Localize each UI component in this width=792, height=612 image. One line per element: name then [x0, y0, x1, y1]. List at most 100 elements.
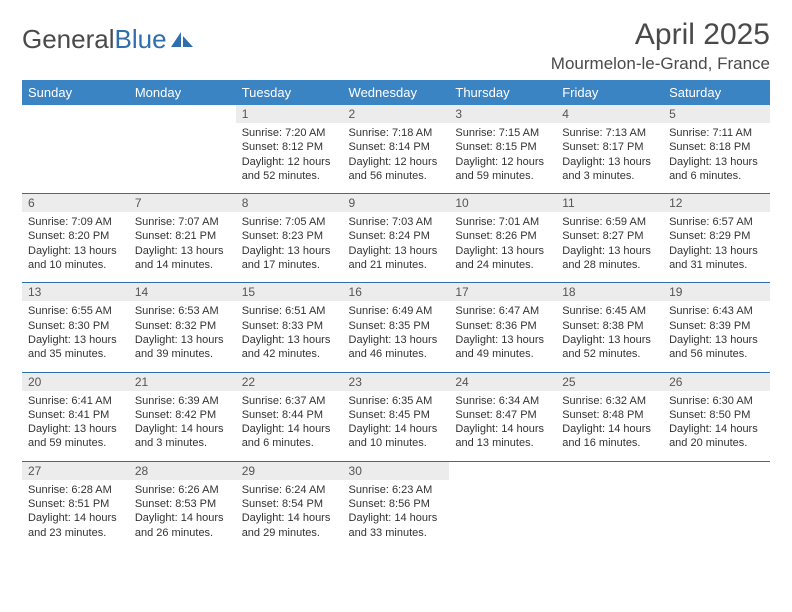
daylight-line: Daylight: 14 hours and 16 minutes.	[562, 422, 657, 451]
col-wednesday: Wednesday	[343, 80, 450, 105]
daylight-line: Daylight: 13 hours and 28 minutes.	[562, 244, 657, 273]
day-cell: 22Sunrise: 6:37 AMSunset: 8:44 PMDayligh…	[236, 372, 343, 461]
daylight-line: Daylight: 13 hours and 24 minutes.	[455, 244, 550, 273]
daylight-line: Daylight: 13 hours and 14 minutes.	[135, 244, 230, 273]
day-cell: 16Sunrise: 6:49 AMSunset: 8:35 PMDayligh…	[343, 283, 450, 372]
day-body: Sunrise: 6:47 AMSunset: 8:36 PMDaylight:…	[449, 301, 556, 371]
day-body: Sunrise: 7:20 AMSunset: 8:12 PMDaylight:…	[236, 123, 343, 193]
day-body: Sunrise: 7:05 AMSunset: 8:23 PMDaylight:…	[236, 212, 343, 282]
sunrise-line: Sunrise: 6:49 AM	[349, 304, 444, 318]
sunset-line: Sunset: 8:50 PM	[669, 408, 764, 422]
day-cell: 8Sunrise: 7:05 AMSunset: 8:23 PMDaylight…	[236, 194, 343, 283]
sunset-line: Sunset: 8:35 PM	[349, 319, 444, 333]
day-cell: 27Sunrise: 6:28 AMSunset: 8:51 PMDayligh…	[22, 461, 129, 550]
day-number: 24	[449, 373, 556, 391]
day-cell: 28Sunrise: 6:26 AMSunset: 8:53 PMDayligh…	[129, 461, 236, 550]
day-cell: 30Sunrise: 6:23 AMSunset: 8:56 PMDayligh…	[343, 461, 450, 550]
sunrise-line: Sunrise: 7:05 AM	[242, 215, 337, 229]
sunset-line: Sunset: 8:47 PM	[455, 408, 550, 422]
calendar-table: Sunday Monday Tuesday Wednesday Thursday…	[22, 80, 770, 550]
day-number: 30	[343, 462, 450, 480]
day-cell: 7Sunrise: 7:07 AMSunset: 8:21 PMDaylight…	[129, 194, 236, 283]
day-number: 1	[236, 105, 343, 123]
day-cell: 15Sunrise: 6:51 AMSunset: 8:33 PMDayligh…	[236, 283, 343, 372]
day-number: 28	[129, 462, 236, 480]
day-cell: 9Sunrise: 7:03 AMSunset: 8:24 PMDaylight…	[343, 194, 450, 283]
day-cell: 18Sunrise: 6:45 AMSunset: 8:38 PMDayligh…	[556, 283, 663, 372]
day-cell: 26Sunrise: 6:30 AMSunset: 8:50 PMDayligh…	[663, 372, 770, 461]
week-row: 27Sunrise: 6:28 AMSunset: 8:51 PMDayligh…	[22, 461, 770, 550]
sunrise-line: Sunrise: 6:57 AM	[669, 215, 764, 229]
sunrise-line: Sunrise: 6:28 AM	[28, 483, 123, 497]
sunset-line: Sunset: 8:38 PM	[562, 319, 657, 333]
day-body: Sunrise: 6:45 AMSunset: 8:38 PMDaylight:…	[556, 301, 663, 371]
day-cell	[663, 461, 770, 550]
day-number: 21	[129, 373, 236, 391]
daylight-line: Daylight: 13 hours and 39 minutes.	[135, 333, 230, 362]
sunrise-line: Sunrise: 6:43 AM	[669, 304, 764, 318]
sunrise-line: Sunrise: 6:47 AM	[455, 304, 550, 318]
daylight-line: Daylight: 13 hours and 21 minutes.	[349, 244, 444, 273]
day-cell: 12Sunrise: 6:57 AMSunset: 8:29 PMDayligh…	[663, 194, 770, 283]
daylight-line: Daylight: 13 hours and 42 minutes.	[242, 333, 337, 362]
day-cell: 13Sunrise: 6:55 AMSunset: 8:30 PMDayligh…	[22, 283, 129, 372]
daylight-line: Daylight: 12 hours and 56 minutes.	[349, 155, 444, 184]
month-title: April 2025	[551, 18, 770, 52]
day-cell: 23Sunrise: 6:35 AMSunset: 8:45 PMDayligh…	[343, 372, 450, 461]
day-cell: 3Sunrise: 7:15 AMSunset: 8:15 PMDaylight…	[449, 105, 556, 194]
day-number: 20	[22, 373, 129, 391]
daylight-line: Daylight: 14 hours and 26 minutes.	[135, 511, 230, 540]
day-number: 8	[236, 194, 343, 212]
day-number: 10	[449, 194, 556, 212]
sunset-line: Sunset: 8:30 PM	[28, 319, 123, 333]
sunrise-line: Sunrise: 6:35 AM	[349, 394, 444, 408]
sunrise-line: Sunrise: 6:39 AM	[135, 394, 230, 408]
day-number: 14	[129, 283, 236, 301]
day-number: 5	[663, 105, 770, 123]
daylight-line: Daylight: 13 hours and 31 minutes.	[669, 244, 764, 273]
sunset-line: Sunset: 8:27 PM	[562, 229, 657, 243]
day-cell: 6Sunrise: 7:09 AMSunset: 8:20 PMDaylight…	[22, 194, 129, 283]
day-cell: 14Sunrise: 6:53 AMSunset: 8:32 PMDayligh…	[129, 283, 236, 372]
sunrise-line: Sunrise: 6:32 AM	[562, 394, 657, 408]
sunrise-line: Sunrise: 7:15 AM	[455, 126, 550, 140]
sunrise-line: Sunrise: 7:13 AM	[562, 126, 657, 140]
sunset-line: Sunset: 8:44 PM	[242, 408, 337, 422]
sunrise-line: Sunrise: 7:03 AM	[349, 215, 444, 229]
day-body	[556, 480, 663, 542]
sunset-line: Sunset: 8:53 PM	[135, 497, 230, 511]
day-number: 12	[663, 194, 770, 212]
day-body: Sunrise: 7:18 AMSunset: 8:14 PMDaylight:…	[343, 123, 450, 193]
day-cell: 29Sunrise: 6:24 AMSunset: 8:54 PMDayligh…	[236, 461, 343, 550]
day-body: Sunrise: 7:01 AMSunset: 8:26 PMDaylight:…	[449, 212, 556, 282]
sunrise-line: Sunrise: 6:26 AM	[135, 483, 230, 497]
daylight-line: Daylight: 14 hours and 20 minutes.	[669, 422, 764, 451]
day-body: Sunrise: 7:03 AMSunset: 8:24 PMDaylight:…	[343, 212, 450, 282]
daylight-line: Daylight: 12 hours and 52 minutes.	[242, 155, 337, 184]
sunrise-line: Sunrise: 7:18 AM	[349, 126, 444, 140]
day-body: Sunrise: 6:51 AMSunset: 8:33 PMDaylight:…	[236, 301, 343, 371]
sunset-line: Sunset: 8:14 PM	[349, 140, 444, 154]
location: Mourmelon-le-Grand, France	[551, 54, 770, 74]
sunset-line: Sunset: 8:54 PM	[242, 497, 337, 511]
day-body: Sunrise: 6:35 AMSunset: 8:45 PMDaylight:…	[343, 391, 450, 461]
sunset-line: Sunset: 8:21 PM	[135, 229, 230, 243]
sunset-line: Sunset: 8:24 PM	[349, 229, 444, 243]
sunrise-line: Sunrise: 7:07 AM	[135, 215, 230, 229]
week-row: 13Sunrise: 6:55 AMSunset: 8:30 PMDayligh…	[22, 283, 770, 372]
day-number: 13	[22, 283, 129, 301]
daylight-line: Daylight: 14 hours and 6 minutes.	[242, 422, 337, 451]
sunrise-line: Sunrise: 6:34 AM	[455, 394, 550, 408]
day-body: Sunrise: 6:57 AMSunset: 8:29 PMDaylight:…	[663, 212, 770, 282]
daylight-line: Daylight: 13 hours and 56 minutes.	[669, 333, 764, 362]
day-body: Sunrise: 6:39 AMSunset: 8:42 PMDaylight:…	[129, 391, 236, 461]
day-body: Sunrise: 6:26 AMSunset: 8:53 PMDaylight:…	[129, 480, 236, 550]
sunset-line: Sunset: 8:39 PM	[669, 319, 764, 333]
day-body: Sunrise: 6:28 AMSunset: 8:51 PMDaylight:…	[22, 480, 129, 550]
sunrise-line: Sunrise: 6:41 AM	[28, 394, 123, 408]
sunrise-line: Sunrise: 6:59 AM	[562, 215, 657, 229]
sunset-line: Sunset: 8:18 PM	[669, 140, 764, 154]
sunset-line: Sunset: 8:33 PM	[242, 319, 337, 333]
day-body: Sunrise: 6:37 AMSunset: 8:44 PMDaylight:…	[236, 391, 343, 461]
day-cell: 11Sunrise: 6:59 AMSunset: 8:27 PMDayligh…	[556, 194, 663, 283]
